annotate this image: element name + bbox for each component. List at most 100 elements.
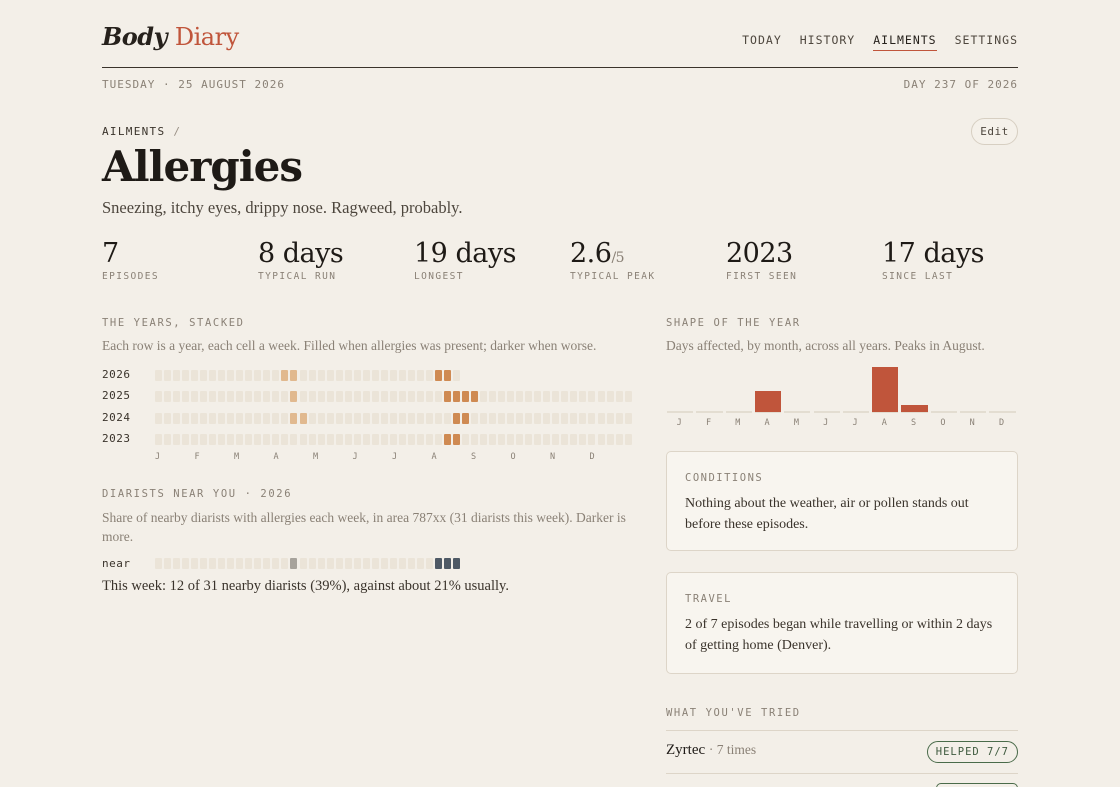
year-week-cell <box>299 370 307 381</box>
near-week-cell <box>272 558 280 569</box>
month-baseline <box>901 411 928 413</box>
year-week-cell <box>344 413 352 424</box>
near-week-cell <box>290 558 298 569</box>
year-week-cell <box>263 391 271 402</box>
near-row-label: near <box>102 557 131 570</box>
month-tick-label: O <box>940 418 946 428</box>
stat-number: 19 days <box>414 238 516 269</box>
stat-number: 8 days <box>258 238 344 269</box>
stat-since-last: 17 days SINCE LAST <box>882 238 984 282</box>
month-baseline <box>930 411 957 413</box>
years-section-title: THE YEARS, STACKED <box>102 317 245 329</box>
year-week-cell <box>389 370 397 381</box>
year-week-cell <box>552 434 560 445</box>
years-month-label: J <box>155 452 161 462</box>
year-week-cell <box>155 370 162 381</box>
stat-value: 2023 <box>726 238 797 269</box>
year-week-cell <box>281 413 289 424</box>
year-week-cell <box>444 434 451 445</box>
near-week-cell <box>434 558 442 569</box>
year-week-cell <box>362 391 370 402</box>
year-week-cell <box>425 413 433 424</box>
year-week-cell <box>290 370 298 381</box>
year-week-cell <box>462 391 469 402</box>
year-week-cell <box>624 413 632 424</box>
year-week-cell <box>380 434 388 445</box>
year-week-cell <box>588 434 596 445</box>
year-week-cell <box>597 434 605 445</box>
year-week-cell <box>416 370 424 381</box>
year-week-cell <box>389 434 397 445</box>
year-week-cell <box>389 413 397 424</box>
nav-today[interactable]: TODAY <box>742 33 782 47</box>
stat-longest: 19 days LONGEST <box>414 238 516 282</box>
travel-title: TRAVEL <box>685 593 732 605</box>
year-week-cell <box>299 434 307 445</box>
year-week-cell <box>570 434 578 445</box>
year-week-cell <box>182 434 190 445</box>
year-week-cell <box>335 370 343 381</box>
remedy-item[interactable]: Zyrtec · 7 times <box>666 742 756 759</box>
month-baseline <box>989 411 1016 413</box>
year-week-cell <box>308 391 316 402</box>
near-week-cell <box>254 558 262 569</box>
years-month-label: M <box>313 452 319 462</box>
year-week-cell <box>344 370 352 381</box>
year-week-cell <box>507 391 515 402</box>
year-week-cell <box>371 434 379 445</box>
years-month-label: O <box>510 452 516 462</box>
nav-settings[interactable]: SETTINGS <box>954 33 1018 47</box>
years-description: Each row is a year, each cell a week. Fi… <box>102 338 597 353</box>
near-week-cell <box>326 558 334 569</box>
edit-button[interactable]: Edit <box>971 118 1018 145</box>
year-week-cell <box>552 413 560 424</box>
year-week-cell <box>498 434 506 445</box>
year-week-cell <box>453 370 460 381</box>
main-nav: TODAY HISTORY AILMENTS SETTINGS <box>742 33 1018 51</box>
near-week-cell <box>389 558 397 569</box>
near-week-cell <box>453 558 460 569</box>
year-week-cell <box>335 391 343 402</box>
year-week-cell <box>173 370 181 381</box>
years-month-label: J <box>392 452 398 462</box>
year-week-cell <box>398 434 406 445</box>
year-week-cell <box>407 413 415 424</box>
year-week-cell <box>164 413 171 424</box>
year-week-cell <box>507 413 515 424</box>
year-week-cell <box>155 413 162 424</box>
year-week-cell <box>254 413 262 424</box>
year-week-cell <box>480 434 488 445</box>
near-week-cell <box>245 558 253 569</box>
year-week-cell <box>200 413 208 424</box>
year-week-cell <box>362 434 370 445</box>
year-week-cell <box>218 413 226 424</box>
year-label: 2026 <box>102 368 131 381</box>
stat-number: 17 days <box>882 238 984 269</box>
year-week-cell <box>218 434 226 445</box>
month-tick-label: J <box>823 418 829 428</box>
near-week-cell <box>317 558 325 569</box>
year-week-cell <box>597 413 605 424</box>
near-week-cell <box>362 558 370 569</box>
nav-history[interactable]: HISTORY <box>799 33 856 47</box>
breadcrumb-ailments[interactable]: AILMENTS <box>102 125 166 138</box>
year-week-cell <box>525 434 533 445</box>
year-week-cell <box>245 370 253 381</box>
year-week-cell <box>353 434 361 445</box>
year-week-cell <box>371 413 379 424</box>
year-week-cell <box>281 391 289 402</box>
near-week-cell <box>164 558 171 569</box>
nav-ailments[interactable]: AILMENTS <box>873 33 937 51</box>
year-week-cell <box>606 434 614 445</box>
month-bar <box>754 390 782 412</box>
stat-value: 17 days <box>882 238 984 269</box>
near-week-cell <box>263 558 271 569</box>
stat-label: EPISODES <box>102 271 159 282</box>
month-baseline <box>842 411 870 413</box>
year-week-cell <box>416 434 424 445</box>
year-week-cell <box>534 413 542 424</box>
near-week-cell <box>407 558 415 569</box>
app-logo[interactable]: Body Diary <box>102 22 239 51</box>
month-baseline <box>725 411 752 413</box>
near-week-cell <box>191 558 199 569</box>
